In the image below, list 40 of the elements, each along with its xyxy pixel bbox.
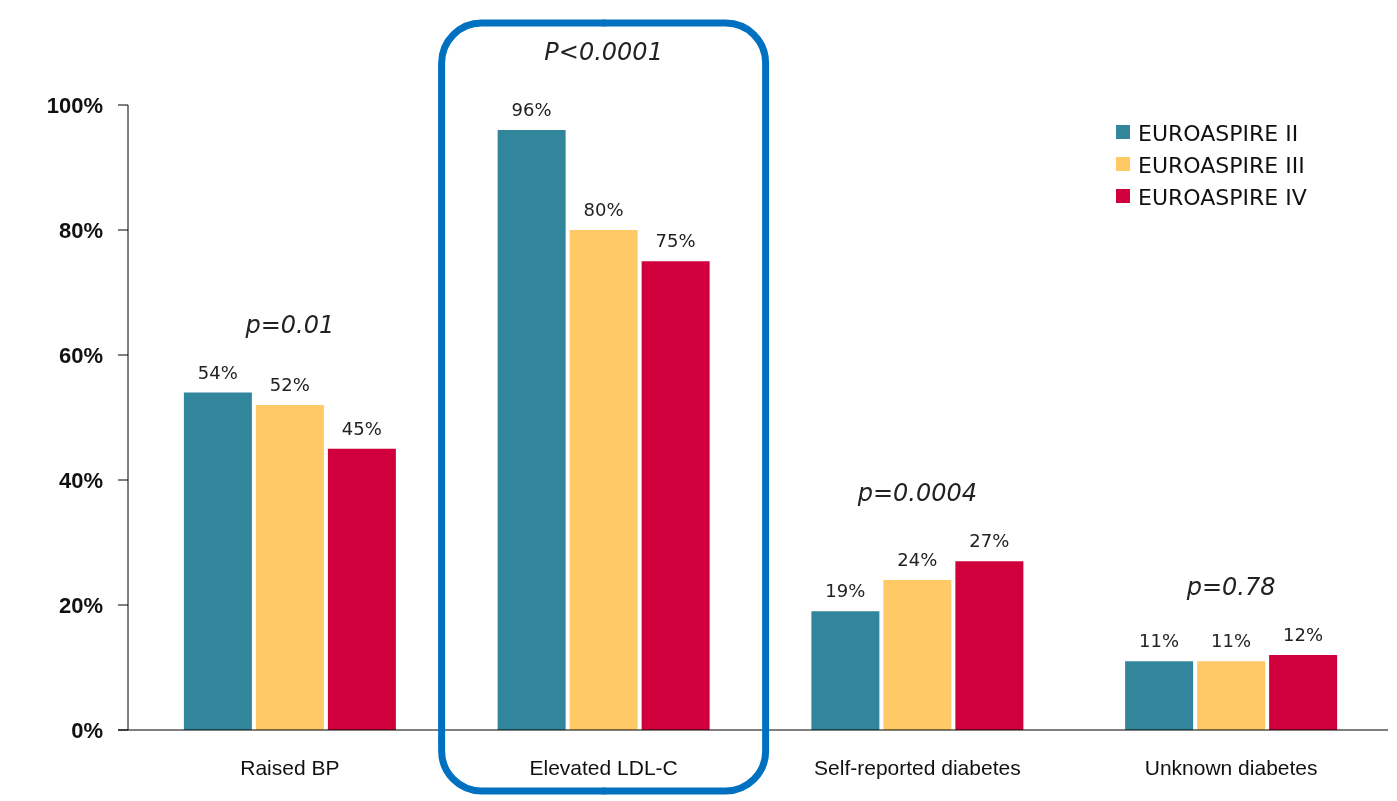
annotation: p=0.01 [244, 310, 335, 339]
x-tick-label: Unknown diabetes [1144, 756, 1318, 779]
data-label: 75% [655, 230, 696, 252]
legend-label: EUROASPIRE IV [1138, 184, 1307, 210]
legend-label: EUROASPIRE III [1138, 152, 1305, 178]
bar [255, 405, 324, 730]
annotation: p=0.78 [1185, 573, 1276, 601]
bar [1269, 655, 1338, 730]
data-label: 12% [1283, 624, 1324, 645]
bar [641, 261, 710, 730]
bar [1125, 661, 1194, 730]
x-tick-label: Raised BP [240, 756, 340, 779]
bar [569, 230, 638, 730]
y-tick-label: 0% [71, 717, 103, 743]
y-tick-label: 80% [58, 217, 103, 243]
bar [327, 448, 396, 730]
bar [883, 580, 952, 730]
data-label: 27% [969, 530, 1010, 552]
y-tick-label: 20% [58, 592, 103, 618]
data-label: 45% [341, 417, 382, 439]
data-label: 54% [197, 361, 238, 383]
annotation: p=0.0004 [856, 479, 978, 508]
data-label: 96% [511, 99, 552, 120]
data-label: 19% [825, 580, 866, 602]
y-tick-label: 60% [58, 342, 103, 368]
data-label: 11% [1139, 630, 1180, 652]
y-tick-label: 100% [46, 92, 103, 118]
bar [1197, 661, 1266, 730]
x-tick-label: Elevated LDL-C [529, 756, 678, 779]
legend-label: EUROASPIRE II [1138, 120, 1299, 146]
data-label: 24% [897, 549, 938, 570]
bar [955, 561, 1024, 730]
data-label: 80% [583, 199, 624, 220]
bar [811, 611, 880, 730]
data-label: 52% [269, 374, 310, 395]
y-tick-label: 40% [58, 467, 103, 493]
text: P<0.0001 [544, 38, 663, 66]
x-tick-label: Self-reported diabetes [814, 756, 1021, 779]
data-label: 11% [1211, 630, 1252, 652]
bar [183, 392, 252, 730]
